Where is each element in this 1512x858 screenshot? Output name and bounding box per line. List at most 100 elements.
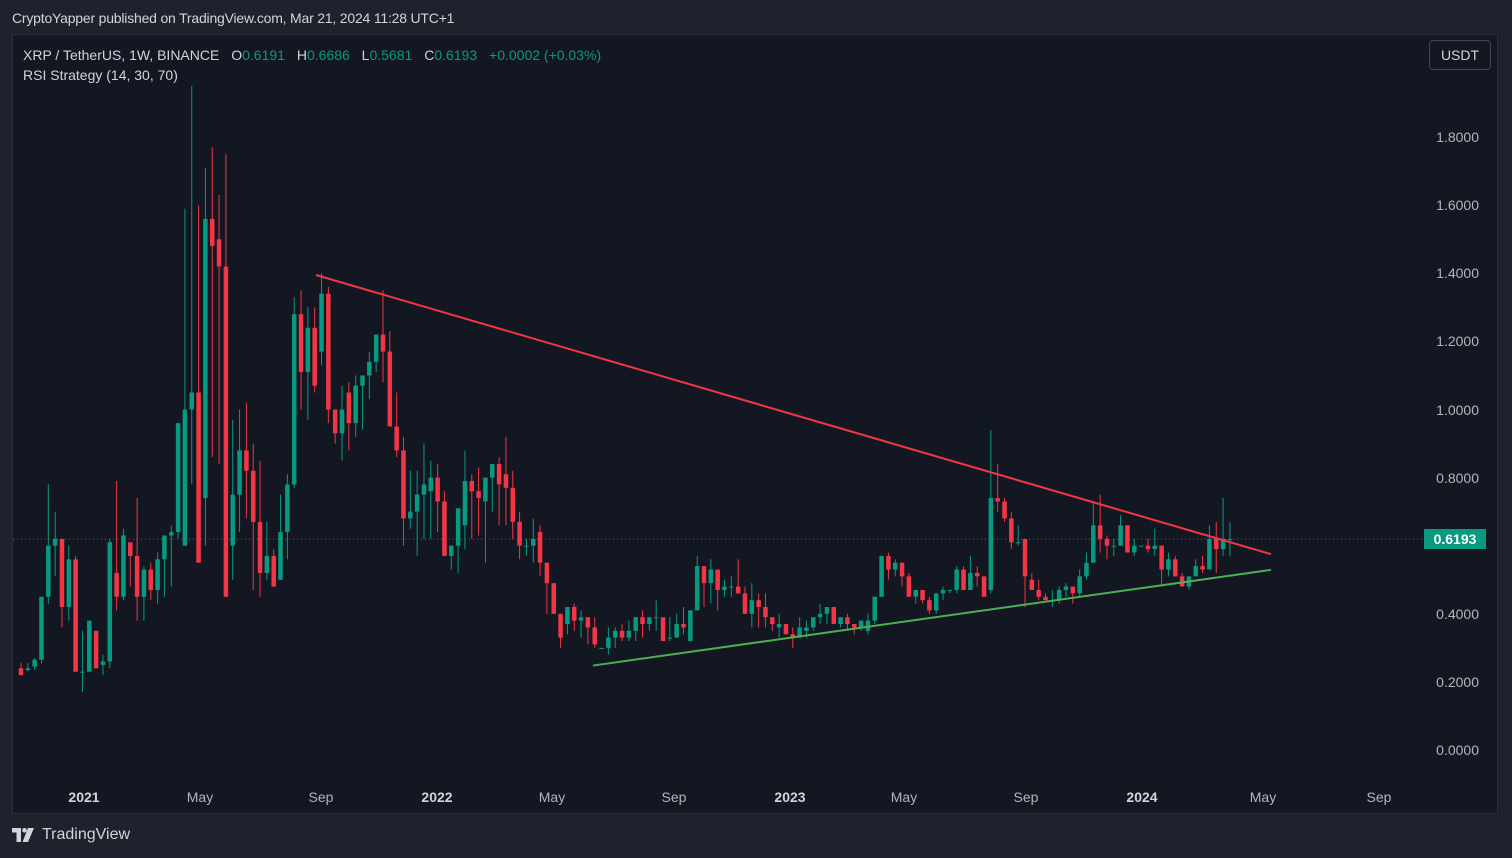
time-tick: May: [186, 789, 214, 805]
time-tick: Sep: [308, 789, 334, 805]
candle: [32, 658, 37, 670]
candle: [271, 549, 276, 587]
candle: [408, 470, 413, 529]
candle: [763, 593, 768, 628]
tradingview-logo[interactable]: TradingView: [12, 826, 130, 844]
candle: [203, 167, 208, 546]
close-label: C: [424, 47, 435, 63]
candle: [722, 579, 727, 597]
candle: [899, 562, 905, 587]
candle: [373, 334, 379, 373]
candle: [879, 555, 884, 597]
candle: [1159, 545, 1164, 587]
candle: [920, 589, 925, 604]
change-value: +0.0002 (+0.03%): [489, 47, 602, 63]
candle: [961, 566, 966, 590]
candle: [435, 463, 440, 533]
descending-resistance-trendline[interactable]: [315, 274, 1272, 556]
candle: [715, 569, 720, 611]
candle: [947, 589, 953, 594]
candle: [353, 375, 358, 437]
candle: [783, 624, 789, 635]
candle: [1091, 501, 1096, 563]
candle: [1145, 538, 1151, 553]
price-tick: 0.2000: [1436, 673, 1479, 690]
candle: [1193, 559, 1199, 577]
candle: [749, 583, 755, 628]
candle: [1063, 583, 1069, 597]
chart-frame: XRP / TetherUS, 1W, BINANCE O0.6191 H0.6…: [12, 34, 1498, 814]
candle: [155, 552, 160, 604]
symbol-label[interactable]: XRP / TetherUS, 1W, BINANCE: [23, 47, 220, 63]
time-tick: May: [1249, 789, 1277, 805]
candle: [940, 586, 946, 601]
candle: [1166, 552, 1171, 577]
candle: [360, 375, 365, 430]
candle: [196, 205, 201, 563]
time-tick: Sep: [1013, 789, 1039, 805]
last-price-badge: 0.6193: [1424, 529, 1486, 550]
candle: [974, 566, 980, 587]
candle: [442, 491, 447, 556]
candle: [906, 572, 912, 597]
candle: [257, 460, 263, 597]
candle: [1186, 576, 1192, 590]
candle: [66, 545, 72, 621]
candle: [148, 562, 154, 601]
candle: [278, 494, 283, 580]
candle: [592, 617, 597, 648]
candle: [367, 351, 372, 400]
close-value: 0.6193: [434, 47, 478, 63]
open-value: 0.6191: [242, 47, 285, 63]
time-tick: 2024: [1126, 789, 1158, 805]
candle: [483, 477, 488, 563]
candle: [209, 147, 215, 458]
candle: [428, 460, 434, 539]
candle: [1002, 498, 1007, 522]
candle: [1132, 538, 1137, 556]
time-tick: Sep: [1366, 789, 1392, 805]
candle: [735, 559, 741, 594]
candle: [681, 606, 686, 635]
candle: [1207, 525, 1212, 570]
ascending-support-trendline[interactable]: [592, 568, 1272, 667]
tradingview-logo-icon: [12, 828, 34, 842]
candle: [312, 307, 317, 393]
candle: [954, 566, 959, 594]
candle: [80, 630, 85, 693]
candle: [708, 559, 714, 604]
indicator-label[interactable]: RSI Strategy (14, 30, 70): [23, 67, 178, 83]
chart-plot-area[interactable]: [13, 35, 1423, 780]
currency-button[interactable]: USDT: [1429, 40, 1491, 70]
candle: [421, 443, 427, 539]
candle: [653, 600, 659, 631]
candle: [291, 297, 297, 488]
candle: [100, 654, 106, 676]
candle: [817, 603, 823, 625]
candle: [770, 617, 775, 631]
candle: [1029, 572, 1035, 590]
price-tick: 1.0000: [1436, 401, 1479, 418]
candle: [455, 508, 461, 573]
candle: [544, 562, 550, 614]
candle: [128, 542, 133, 587]
candle: [886, 552, 891, 580]
candle: [216, 194, 222, 464]
candle: [1022, 538, 1028, 607]
candle: [162, 535, 167, 597]
candle: [285, 474, 290, 560]
candle: [46, 484, 51, 604]
candle: [503, 436, 509, 526]
candle: [831, 606, 837, 625]
candle: [319, 273, 324, 366]
candle: [599, 647, 604, 649]
time-tick: 2021: [68, 789, 100, 805]
candle: [1200, 555, 1205, 573]
candle: [619, 624, 625, 642]
candle: [1220, 498, 1226, 556]
candle: [510, 470, 516, 539]
candle: [701, 566, 707, 607]
candle: [1009, 511, 1014, 550]
time-tick: 2023: [774, 789, 806, 805]
candle: [776, 613, 782, 638]
